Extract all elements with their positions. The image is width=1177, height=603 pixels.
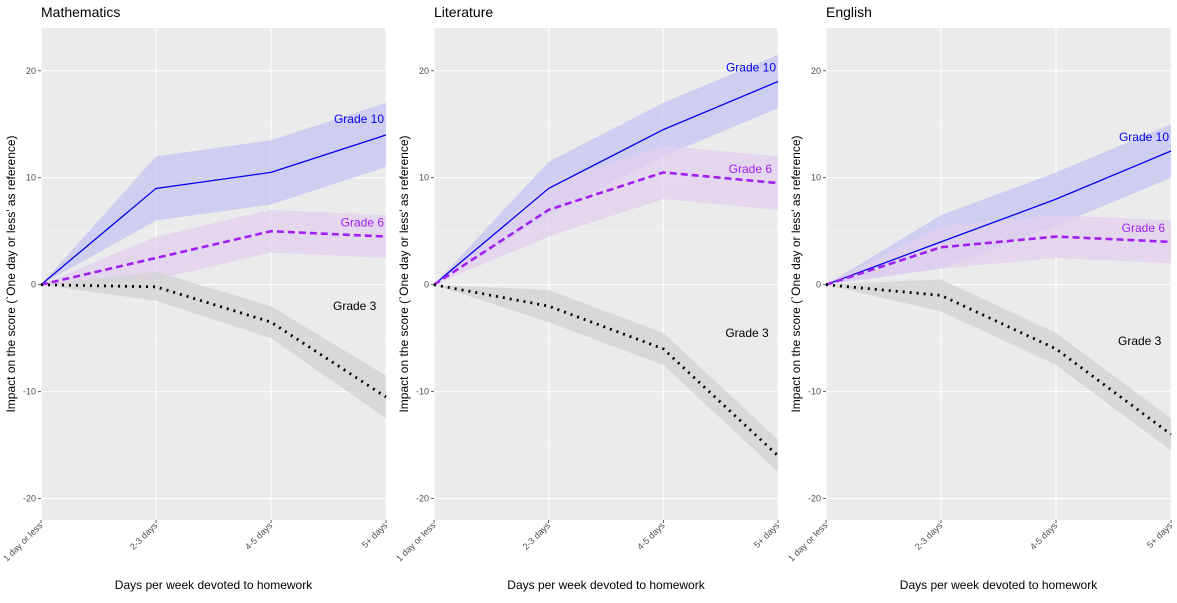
tick-label-y: -10 [23,387,36,397]
y-axis-title: Impact on the score (`One day or less' a… [4,135,18,412]
ribbon-grade-3 [826,279,1171,451]
panel-title: Literature [434,4,493,20]
series-label-grade-3: Grade 3 [725,326,769,340]
ribbon-grade-6 [826,215,1171,285]
tick-label-x: 5+ days [1145,520,1175,550]
series-label-grade-6: Grade 6 [1122,221,1166,235]
tick-label-y: 0 [31,280,36,290]
x-axis-title: Days per week devoted to homework [507,578,705,592]
y-axis-title: Impact on the score (`One day or less' a… [397,135,411,412]
line-grade-6 [433,171,779,286]
ribbon-grade-3 [434,284,778,472]
x-axis-title: Days per week devoted to homework [115,578,313,592]
panel-english: Grade 10 Grade 6 Grade 3 -20 -10 0 10 20 1 day o… [786,4,1175,592]
tick-label-x: 2-3 days [128,520,160,552]
tick-label-y: 0 [424,280,429,290]
tick-label-y: -10 [416,387,429,397]
tick-label-y: 10 [811,173,821,183]
x-axis-title: Days per week devoted to homework [900,578,1098,592]
tick-label-x: 4-5 days [635,520,667,552]
line-grade-3 [40,283,387,399]
series-label-grade-6: Grade 6 [341,216,385,230]
panel-title: Mathematics [41,4,120,20]
tick-label-y: 10 [26,173,36,183]
series-label-grade-10: Grade 10 [334,112,384,126]
tick-label-y: -20 [416,494,429,504]
tick-label-y: 20 [811,66,821,76]
series-label-grade-3: Grade 3 [1118,334,1162,348]
tick-label-y: 10 [419,173,429,183]
line-grade-3 [825,283,1172,436]
series-label-grade-10: Grade 10 [726,60,776,74]
line-grade-10 [433,80,779,286]
ribbon-grade-10 [41,102,386,285]
tick-label-y: -20 [23,494,36,504]
line-grade-6 [40,229,387,286]
panel-title: English [826,4,872,20]
tick-label-y: -10 [808,387,821,397]
tick-label-y: -20 [808,494,821,504]
tick-label-x: 4-5 days [1028,520,1060,552]
tick-label-y: 0 [816,280,821,290]
tick-label-y: 20 [26,66,36,76]
tick-label-x: 4-5 days [243,520,275,552]
tick-label-x: 1 day or less [786,520,830,564]
ribbon-grade-6 [434,145,778,285]
series-label-grade-6: Grade 6 [729,162,773,176]
ribbon-grade-6 [41,209,386,285]
tick-label-x: 5+ days [752,520,782,550]
line-grade-10 [40,134,387,286]
series-label-grade-3: Grade 3 [333,299,377,313]
ribbon-grade-3 [41,271,386,419]
tick-label-x: 1 day or less [1,520,45,564]
panel-literature: Grade 10 Grade 6 Grade 3 -20 -10 0 10 20 1 day o… [394,4,782,592]
tick-label-y: 20 [419,66,429,76]
tick-label-x: 2-3 days [521,520,553,552]
tick-label-x: 2-3 days [913,520,945,552]
series-label-grade-10: Grade 10 [1119,130,1169,144]
line-grade-6 [825,235,1172,286]
tick-label-x: 5+ days [360,520,390,550]
tick-label-x: 1 day or less [394,520,438,564]
y-axis-title: Impact on the score (`One day or less' a… [789,135,803,412]
line-grade-10 [825,150,1172,286]
panel-mathematics: Grade 10 Grade 6 Grade 3 -20 -10 0 10 20 1 day o… [1,4,390,592]
